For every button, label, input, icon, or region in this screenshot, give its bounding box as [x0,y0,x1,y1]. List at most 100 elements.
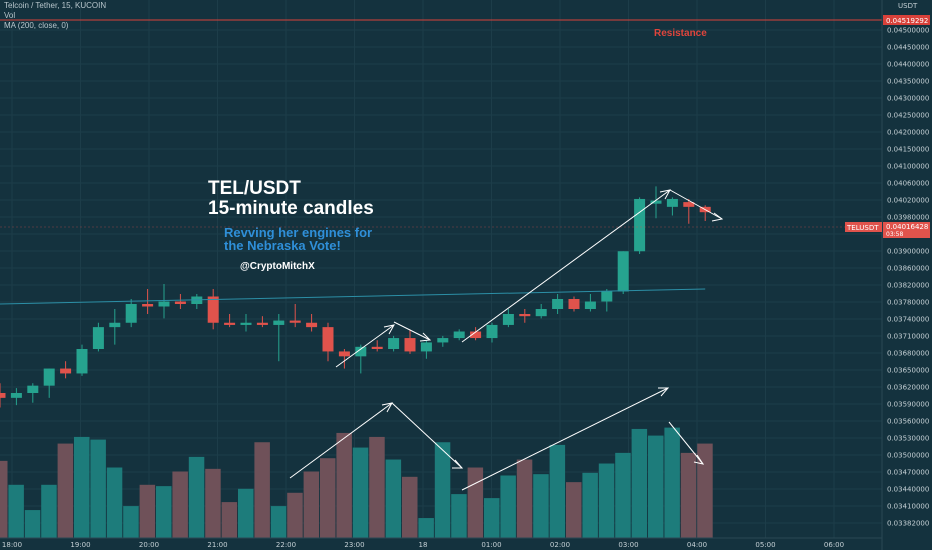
volume-bar [238,488,254,538]
volume-bar [451,494,467,538]
price-tick-label: 0.03620000 [887,384,929,392]
volume-bar [8,484,24,538]
resistance-price-tag [883,15,930,25]
volume-bar [57,443,74,538]
candle-body [683,202,695,207]
subtitle-line1: Revving her engines for [224,225,372,240]
candle-body [552,299,564,309]
price-tick-label: 0.03530000 [887,435,929,443]
candle-body [601,291,613,302]
candle-body [519,314,531,317]
time-axis-labels: 18:00 19:00 20:00 21:00 22:00 23:00 18 01:00 02:… [2,541,844,549]
price-axis-unit: USDT [898,2,918,10]
price-tick-label: 0.04100000 [887,163,929,171]
candle-body [420,342,432,352]
vol-arrow-head-down-3 [693,454,705,465]
volume-bar [549,444,566,538]
volume-bar [188,456,205,538]
candle-body [224,322,236,325]
price-tick-label: 0.03740000 [887,316,929,324]
symbol-tag [845,222,882,232]
volume-bar [156,486,172,538]
vol-arrow-down-3 [668,421,704,465]
time-tick-label: 06:00 [824,541,844,549]
candle-body [142,304,154,307]
volume-bar [516,459,533,538]
symbol-tag-text: TELUSDT [846,224,879,232]
resistance-price-tag-text: 0.04519292 [886,17,928,25]
volume-bar [352,447,369,538]
vol-arrow-head-down-1 [452,459,464,469]
current-price-tag-time: 03:58 [886,231,903,238]
candle-body [404,338,416,352]
candle-body [486,324,498,339]
subtitle-line2: the Nebraska Vote! [224,238,341,253]
arrow-head-down-2 [711,212,724,222]
price-tick-label: 0.03650000 [887,367,929,375]
price-tick-label: 0.03470000 [887,469,929,477]
volume-bar [172,471,188,538]
time-tick-label: 21:00 [207,541,227,549]
volume-bar [402,476,418,538]
current-price-tag-text: 0.04016428 [886,223,928,231]
arrow-head-down-1 [419,332,432,342]
volume-bar [385,459,402,538]
price-tick-label: 0.03680000 [887,350,929,358]
candle-body [10,393,22,398]
volume-bar [418,518,434,538]
volume-bar [697,443,713,538]
time-tick-label: 20:00 [139,541,159,549]
annotation-arrows [289,189,724,491]
volume-bar [500,475,516,538]
candle-body [256,322,268,325]
candle-body [617,251,629,292]
arrow-head-up-1 [383,324,395,335]
candle-body [158,301,170,307]
candle-body [666,198,678,207]
price-axis-labels: 0.04500000 0.04450000 0.04400000 0.04350000… [887,27,929,528]
candle-body [568,299,580,309]
vol-arrow-head-up-2 [658,387,670,397]
price-tick-label: 0.04400000 [887,61,929,69]
chart-title-line1: TEL/USDT [208,178,301,199]
volume-bar [467,467,484,538]
time-tick-label: 23:00 [344,541,364,549]
time-tick-label: 02:00 [550,541,570,549]
candle-body [0,393,6,398]
candle-body [388,338,400,349]
price-tick-label: 0.04300000 [887,95,929,103]
volume-bar [106,467,123,538]
price-tick-label: 0.04500000 [887,27,929,35]
volume-bar [254,442,270,538]
candle-body [535,309,547,317]
volume-bar [221,502,238,538]
candle-body [174,301,186,304]
price-tick-label: 0.03440000 [887,486,929,494]
time-tick-label: 18 [419,541,428,549]
vol-arrow-down-1 [391,402,463,469]
moving-average-line [0,288,706,305]
volume-bar [139,484,156,538]
volume-bar [74,436,90,538]
volume-bar [369,436,385,538]
arrow-down-1 [393,321,431,341]
volume-bar [566,482,582,538]
chart-title-line2: 15-minute candles [208,198,374,219]
price-tick-label: 0.03410000 [887,503,929,511]
candle-body [634,198,646,252]
volume-bar [303,471,320,538]
price-tick-label: 0.04060000 [887,180,929,188]
price-tick-label: 0.04150000 [887,146,929,154]
candle-body [355,346,367,357]
volume-bar [664,427,680,538]
arrow-up-2 [461,189,671,343]
volume-bar [24,510,41,538]
candle-body [289,320,301,323]
volume-bar [287,492,303,538]
price-tick-label: 0.03560000 [887,418,929,426]
price-tick-label: 0.04350000 [887,78,929,86]
price-tick-label: 0.03900000 [887,248,929,256]
price-tick-label: 0.03820000 [887,282,929,290]
